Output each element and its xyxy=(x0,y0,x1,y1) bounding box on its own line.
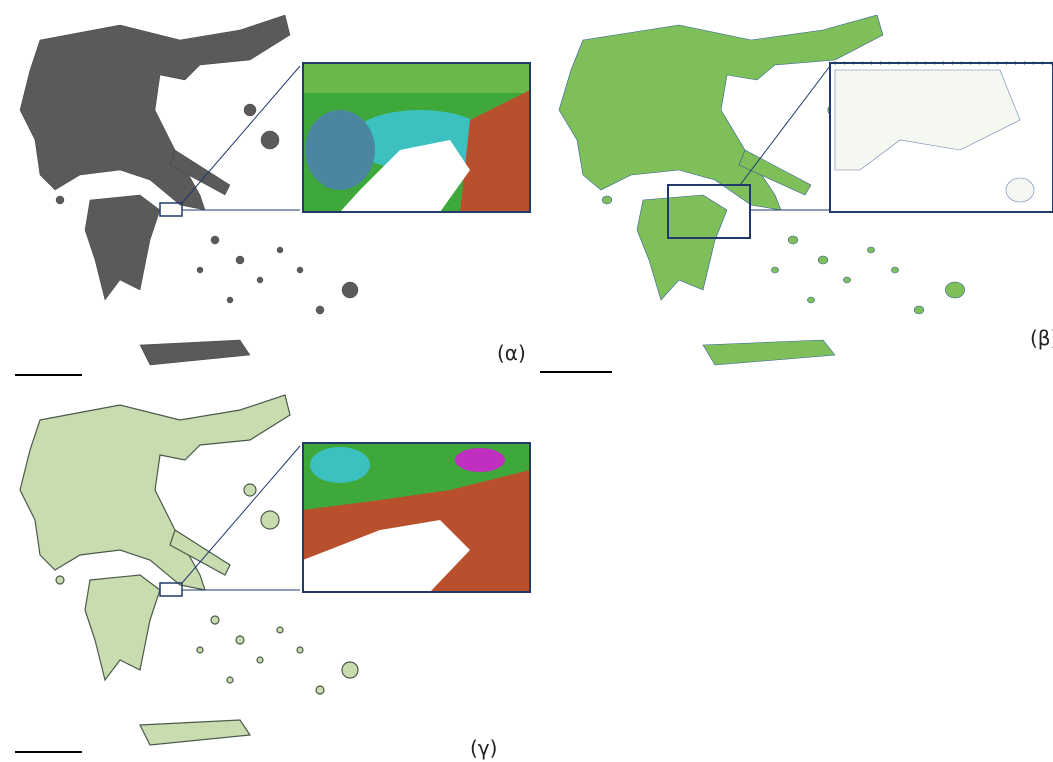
figure: (α) (β) (γ) xyxy=(0,0,1053,762)
inset-alpha xyxy=(303,63,530,212)
panel-label: (β) xyxy=(1030,326,1053,350)
inset-gamma xyxy=(303,443,530,592)
map-gamma: (γ) xyxy=(15,395,530,760)
map-alpha: (α) xyxy=(15,15,530,375)
panel-label: (α) xyxy=(497,341,526,365)
panel-label: (γ) xyxy=(470,736,497,760)
inset-beta xyxy=(830,63,1053,212)
map-beta: (β) xyxy=(540,15,1053,372)
